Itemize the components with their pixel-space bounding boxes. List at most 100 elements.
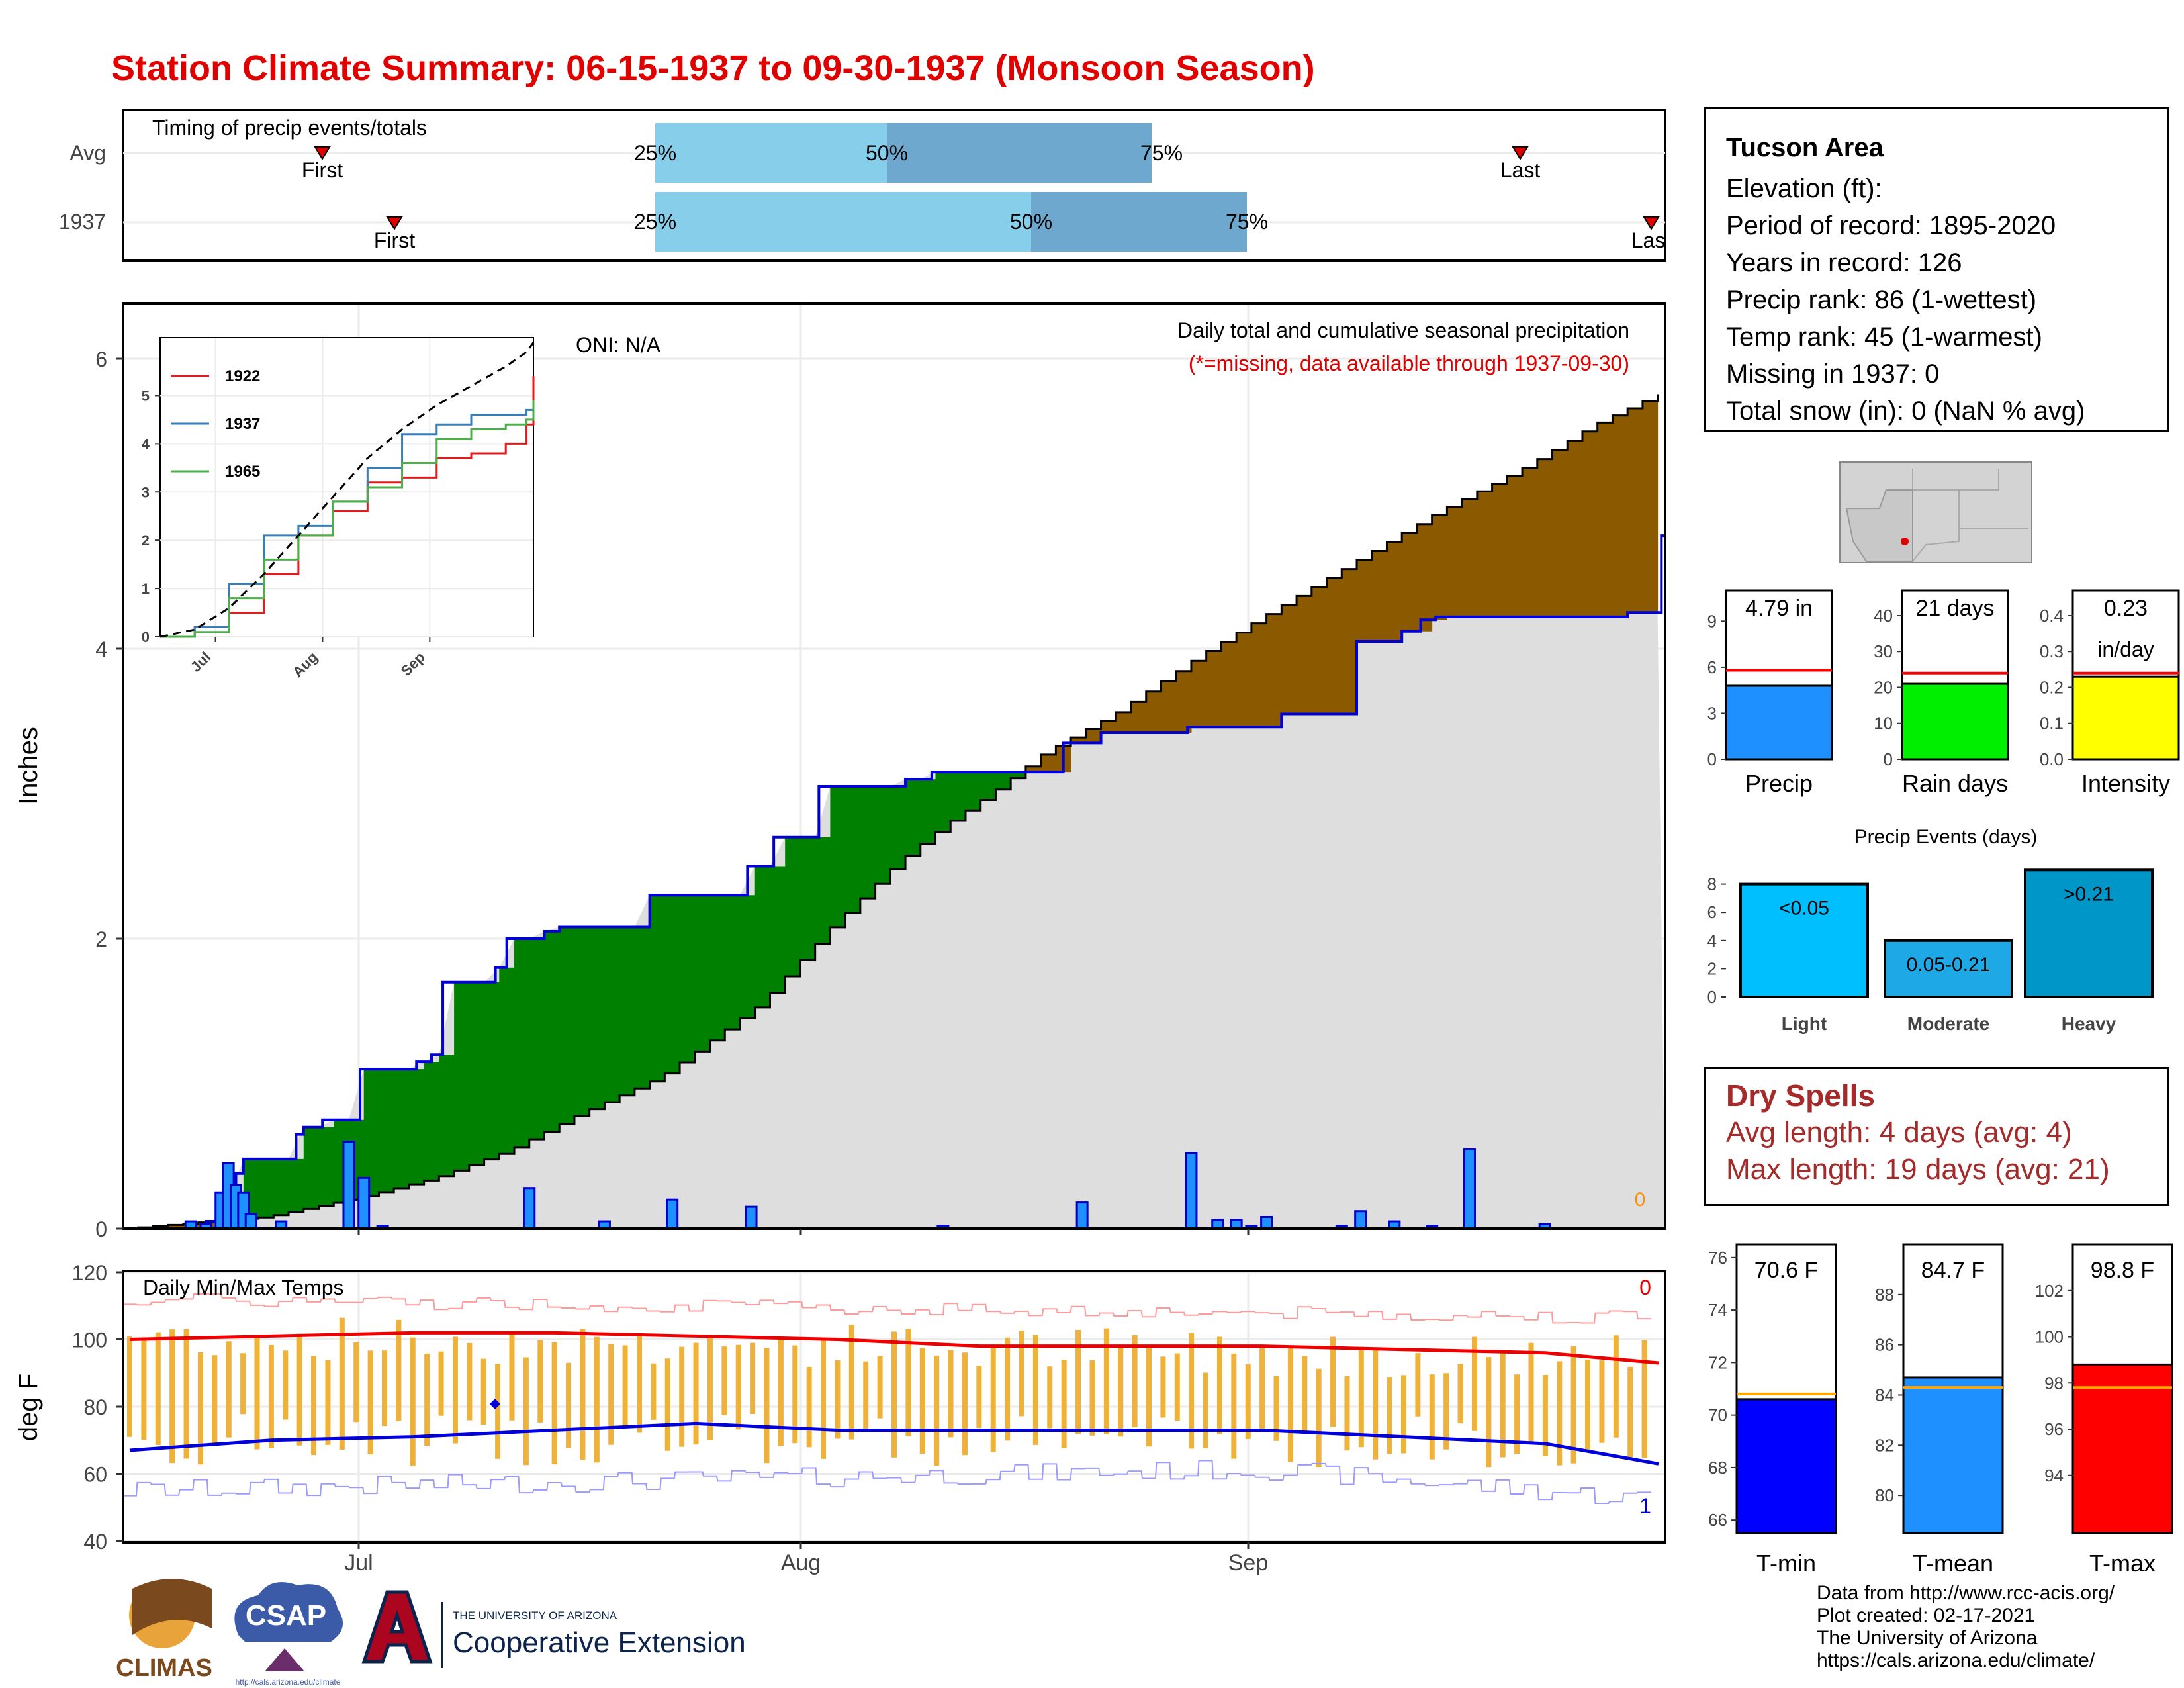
temp-daily-range-bar (283, 1350, 289, 1420)
temp-daily-range-bar (311, 1356, 317, 1456)
events-bar-1 (1884, 939, 2013, 999)
precip-surplus-block (965, 772, 981, 811)
temp-daily-range-bar (155, 1332, 161, 1445)
temp-bar-ytick-label: 74 (1708, 1300, 1727, 1320)
temp-bar-ytick-label: 70 (1708, 1405, 1727, 1425)
temp-bar-ytick-label: 84 (1875, 1385, 1894, 1405)
temp-bar-ytick-label: 88 (1875, 1285, 1894, 1305)
timing-avg-p50: 50% (866, 141, 908, 165)
precip-deficit-block (1567, 440, 1583, 617)
precip-deficit-block (1266, 614, 1282, 727)
temp-daily-range-bar (396, 1319, 402, 1421)
temp-daily-range-bar (1316, 1368, 1322, 1468)
credit-line: The University of Arizona (1817, 1627, 2038, 1649)
temp-daily-range-bar (1613, 1335, 1619, 1438)
temp-daily-range-bar (1486, 1357, 1492, 1468)
temp-daily-range-bar (792, 1345, 798, 1444)
mini-bar-label: Rain days (1902, 770, 2008, 797)
temp-daily-range-bar (296, 1333, 302, 1446)
inset-ytick-label: 2 (142, 532, 150, 549)
timing-1937-p25: 25% (634, 210, 676, 234)
temp-daily-range-bar (566, 1362, 572, 1448)
precip-surplus-block (289, 1158, 304, 1213)
timing-1937-bar-50-75 (1031, 192, 1247, 252)
timing-avg-bar-50-75 (887, 123, 1152, 183)
page-title: Station Climate Summary: 06-15-1937 to 0… (111, 48, 1315, 88)
timing-avg-p75: 75% (1140, 141, 1183, 165)
precip-deficit-block (1402, 533, 1418, 632)
temp-daily-range-bar (1273, 1376, 1279, 1441)
temp-daily-range-bar (480, 1358, 486, 1425)
csap-logo-text: CSAP (246, 1599, 326, 1632)
precip-surplus-block (1011, 772, 1026, 778)
temp-record-max-line (123, 1293, 1651, 1324)
precip-deficit-block (1251, 623, 1267, 727)
mini-bar-ytick-label: 0.4 (2040, 606, 2064, 626)
precip-deficit-block (1297, 596, 1312, 714)
temp-daily-range-bar (707, 1336, 713, 1440)
temp-daily-range-bar (339, 1317, 345, 1450)
temp-daily-range-bar (1118, 1347, 1124, 1437)
precip-surplus-block (875, 786, 891, 884)
temp-daily-range-bar (1089, 1360, 1095, 1436)
temp-ytick-label: 100 (72, 1329, 107, 1352)
precip-surplus-block (694, 895, 711, 1052)
precip-daily-bar (666, 1198, 679, 1230)
precip-surplus-block (604, 927, 620, 1103)
info-years: Years in record: 126 (1726, 248, 1962, 277)
dry-spells-title: Dry Spells (1726, 1078, 1875, 1113)
mini-bar-2 (2071, 675, 2180, 761)
precip-surplus-block (619, 927, 635, 1096)
precip-surplus-block (799, 837, 816, 961)
station-info-box: Tucson Area Elevation (ft): Period of re… (1704, 107, 2169, 432)
precip-surplus-block (454, 982, 470, 1171)
info-snow: Total snow (in): 0 (NaN % avg) (1726, 397, 2085, 426)
timing-panel-title: Timing of precip events/totals (152, 116, 427, 140)
info-period: Period of record: 1895-2020 (1726, 211, 2056, 240)
mini-bar-ytick-label: 6 (1707, 657, 1717, 677)
precip-deficit-block (1507, 476, 1523, 617)
temp-daily-range-bar (495, 1364, 501, 1459)
map-arizona-shape (1845, 489, 1913, 562)
temp-daily-range-bar (367, 1350, 373, 1455)
temp-daily-range-bar (1358, 1347, 1364, 1448)
inset-legend-label: 1937 (225, 415, 260, 433)
temp-bar-2 (2071, 1363, 2173, 1534)
timing-1937-last-label: Last (1631, 228, 1672, 252)
info-elevation: Elevation (ft): (1726, 174, 1882, 203)
precip-deficit-block (1447, 506, 1463, 617)
mini-bar-value: 4.79 in (1745, 596, 1813, 621)
inset-line-1937 (160, 405, 535, 638)
temp-daily-range-bar (934, 1355, 940, 1466)
mini-bar-0 (1725, 684, 1833, 761)
precip-ytick-label: 0 (95, 1217, 107, 1241)
temp-daily-range-bar (1570, 1346, 1576, 1464)
mini-bar-ytick-label: 0.0 (2040, 749, 2064, 769)
mini-bar-ytick-label: 0.3 (2040, 641, 2064, 661)
temp-count-max: 0 (1639, 1276, 1651, 1299)
precip-surplus-block (890, 786, 906, 870)
temp-daily-range-bar (693, 1342, 699, 1445)
precip-deficit-block (1025, 766, 1042, 773)
precip-surplus-block (995, 772, 1011, 790)
csap-logo-mountain (265, 1648, 304, 1671)
precip-ytick-label: 4 (95, 637, 107, 661)
temp-daily-range-bar (821, 1338, 827, 1459)
temp-daily-range-bar (735, 1344, 741, 1430)
precip-deficit-block (1206, 651, 1222, 727)
ua-logo-small-text: THE UNIVERSITY OF ARIZONA (453, 1609, 617, 1622)
precip-surplus-block (649, 895, 665, 1082)
precip-deficit-block (1477, 491, 1493, 617)
temp-bar-label: T-max (2089, 1550, 2156, 1577)
temp-ytick-label: 80 (83, 1395, 107, 1419)
oni-label: ONI: N/A (576, 333, 661, 357)
precip-deficit-block (168, 1225, 184, 1229)
precip-deficit-block (1085, 729, 1102, 743)
temp-daily-range-bar (1599, 1360, 1605, 1443)
precip-surplus-block (935, 772, 951, 832)
events-bar-label: 0.05-0.21 (1907, 954, 1991, 976)
precip-deficit-block (1462, 498, 1478, 617)
temp-bar-ytick-label: 72 (1708, 1352, 1727, 1372)
temp-daily-range-bar (1457, 1364, 1463, 1424)
temp-daily-range-bar (1387, 1377, 1392, 1454)
